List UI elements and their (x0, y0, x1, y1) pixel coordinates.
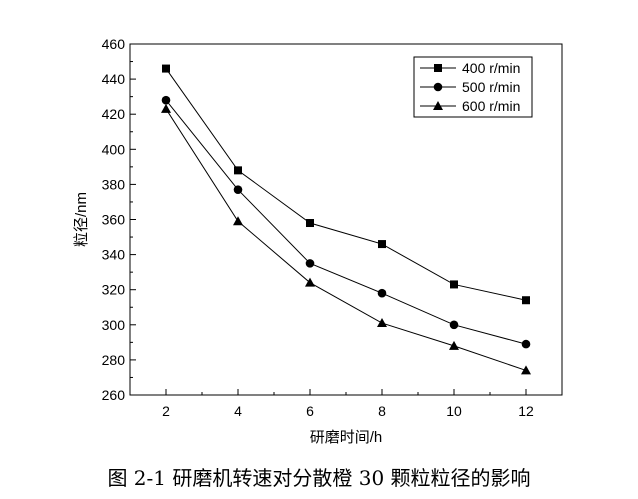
y-tick-label: 340 (102, 247, 126, 263)
x-tick-label: 4 (234, 403, 242, 419)
y-tick-label: 460 (102, 36, 126, 52)
y-tick-label: 400 (102, 141, 126, 157)
y-tick-label: 380 (102, 176, 126, 192)
legend-label-3: 600 r/min (462, 98, 520, 114)
data-point-s1-4 (378, 240, 386, 249)
data-point-s2-3 (305, 259, 315, 268)
x-tick-label: 8 (378, 403, 386, 419)
y-tick-label: 280 (102, 352, 126, 368)
data-point-s3-4 (377, 318, 387, 328)
legend-marker-3 (433, 101, 443, 110)
x-tick-label: 12 (518, 403, 534, 419)
data-point-s2-4 (377, 288, 387, 298)
data-point-s2-5 (449, 320, 459, 330)
data-point-s2-6 (521, 339, 531, 349)
legend-marker-1 (434, 64, 442, 72)
figure-caption: 图 2-1 研磨机转速对分散橙 30 颗粒粒径的影响 (107, 466, 531, 490)
y-tick-label: 320 (102, 282, 126, 298)
y-tick-label: 260 (102, 387, 126, 403)
data-point-s2-2 (233, 185, 243, 194)
data-point-s3-6 (521, 365, 531, 375)
data-point-s3-5 (449, 340, 459, 350)
legend-label-2: 500 r/min (462, 79, 520, 95)
series-line-1 (165, 68, 527, 301)
data-point-s1-6 (522, 296, 530, 305)
y-tick-label: 360 (102, 212, 126, 228)
x-tick-label: 10 (446, 403, 462, 419)
series-line-2 (165, 99, 527, 345)
y-tick-label: 440 (102, 71, 126, 87)
y-axis-label: 粒径/nm (73, 192, 90, 247)
data-point-s2-1 (161, 95, 171, 105)
data-point-s3-1 (161, 103, 171, 113)
data-point-s1-1 (162, 64, 170, 73)
legend-marker-2 (433, 82, 443, 92)
data-point-s1-2 (234, 166, 242, 175)
y-tick-label: 420 (102, 106, 126, 122)
x-tick-label: 2 (162, 403, 170, 419)
data-point-s1-5 (450, 280, 458, 289)
x-tick-label: 6 (306, 403, 314, 419)
series-line-3 (165, 108, 527, 371)
x-axis-label: 研磨时间/h (310, 429, 383, 446)
data-point-s3-3 (305, 277, 315, 287)
data-point-s3-2 (233, 216, 243, 226)
legend-label-1: 400 r/min (462, 60, 520, 76)
data-point-s1-3 (306, 219, 314, 228)
y-tick-label: 300 (102, 317, 126, 333)
line-chart: 260 280 300 320 340 360 380 400 420 440 460 2 4 6 8 10 1… (73, 36, 563, 446)
